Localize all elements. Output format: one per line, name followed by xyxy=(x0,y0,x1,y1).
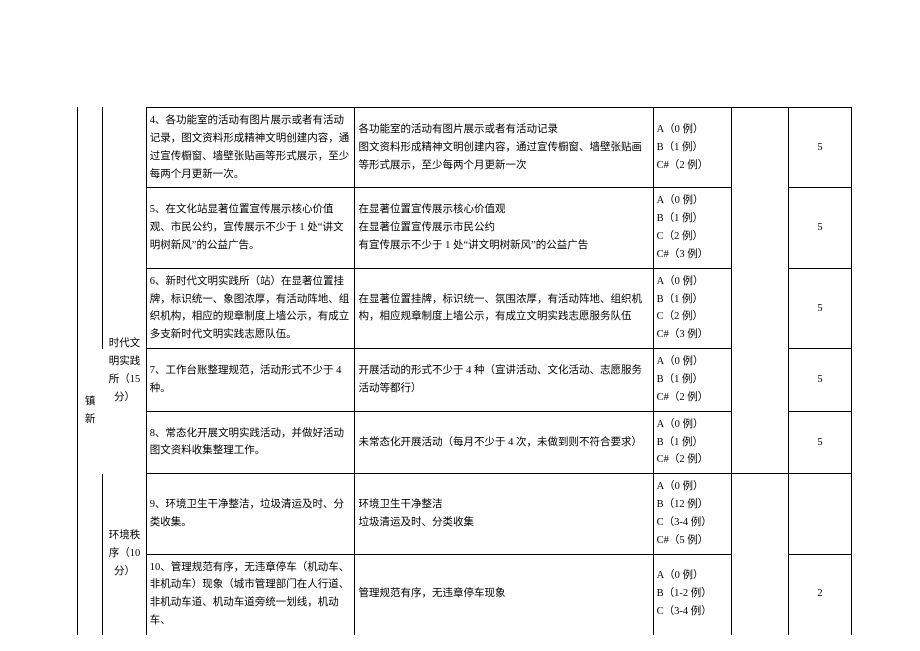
assessment-table: 4、各功能室的活动有图片展示或者有活动记录，图文资料形成精神文明创建内容，通过宣… xyxy=(77,107,852,635)
left-label: 镇新 xyxy=(78,349,103,474)
left-stub xyxy=(78,474,103,635)
score-cell: 5 xyxy=(788,349,851,412)
section-label: 环境秩序（10分） xyxy=(103,474,147,635)
section-stub xyxy=(103,108,147,269)
grade-cell: A（0 例）B（1 例）C（2 例）C#（3 例） xyxy=(653,188,731,268)
detail-cell: 管理规范有序，无违章停车现象 xyxy=(355,554,653,634)
blank-col xyxy=(731,108,788,474)
score-cell: 5 xyxy=(788,108,851,188)
grade-cell: A（0 例）B（1 例）C（2 例）C#（3 例） xyxy=(653,268,731,348)
blank-col xyxy=(731,474,788,635)
grade-cell: A（0 例）B（12 例）C（3-4 例）C#（5 例） xyxy=(653,474,731,554)
detail-cell: 未常态化开展活动（每月不少于 4 次，未做到则不符合要求） xyxy=(355,411,653,474)
grade-cell: A（0 例）B（1 例）C#（2 例） xyxy=(653,349,731,412)
detail-cell: 在显著位置挂牌，标识统一、氛围浓厚，有活动阵地、组织机构，相应规章制度上墙公示，… xyxy=(355,268,653,348)
score-cell: 5 xyxy=(788,268,851,348)
criteria-cell: 9、环境卫生干净整洁，垃圾清运及时、分类收集。 xyxy=(146,474,355,554)
detail-cell: 在显著位置宣传展示核心价值观在显著位置宣传展示市民公约有宣传展示不少于 1 处“… xyxy=(355,188,653,268)
score-cell: 5 xyxy=(788,188,851,268)
table-row: 4、各功能室的活动有图片展示或者有活动记录，图文资料形成精神文明创建内容，通过宣… xyxy=(78,108,852,188)
detail-cell: 开展活动的形式不少于 4 种（宣讲活动、文化活动、志愿服务活动等都行） xyxy=(355,349,653,412)
section-label: 时代文明实践所（15分） xyxy=(103,268,147,473)
left-stub xyxy=(78,108,103,349)
criteria-cell: 5、在文化站显著位置宣传展示核心价值观、市民公约，宣传展示不少于 1 处“讲文明… xyxy=(146,188,355,268)
criteria-cell: 7、工作台账整理规范，活动形式不少于 4 种。 xyxy=(146,349,355,412)
criteria-cell: 8、常态化开展文明实践活动，并做好活动图文资料收集整理工作。 xyxy=(146,411,355,474)
detail-cell: 环境卫生干净整洁垃圾清运及时、分类收集 xyxy=(355,474,653,554)
grade-cell: A（0 例）B（1 例）C#（2 例） xyxy=(653,108,731,188)
grade-cell: A（0 例）B（1 例）C#（2 例） xyxy=(653,411,731,474)
detail-cell: 各功能室的活动有图片展示或者有活动记录图文资料形成精神文明创建内容，通过宣传橱窗… xyxy=(355,108,653,188)
score-cell: 2 xyxy=(788,554,851,634)
score-cell: 5 xyxy=(788,411,851,474)
grade-cell: A（0 例）B（1-2 例）C（3-4 例） xyxy=(653,554,731,634)
table-row: 环境秩序（10分） 9、环境卫生干净整洁，垃圾清运及时、分类收集。 环境卫生干净… xyxy=(78,474,852,554)
criteria-cell: 10、管理规范有序，无违章停车（机动车、非机动车）现象（城市管理部门在人行道、非… xyxy=(146,554,355,634)
criteria-cell: 6、新时代文明实践所（站）在显著位置挂牌，标识统一、象图浓厚，有活动阵地、组织机… xyxy=(146,268,355,348)
criteria-cell: 4、各功能室的活动有图片展示或者有活动记录，图文资料形成精神文明创建内容，通过宣… xyxy=(146,108,355,188)
score-cell xyxy=(788,474,851,554)
